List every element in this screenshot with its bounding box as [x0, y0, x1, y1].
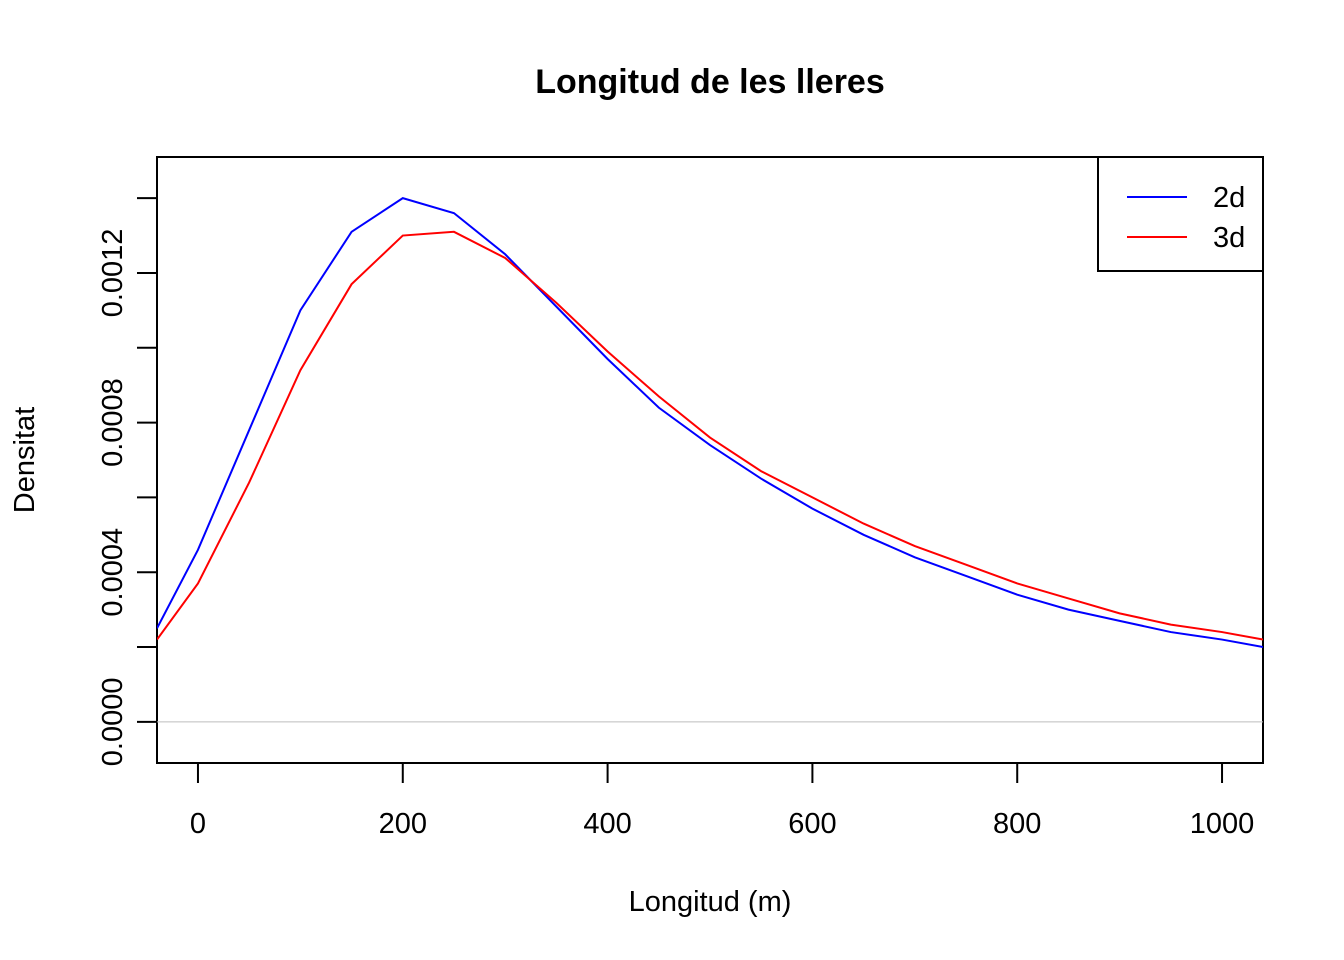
x-tick-label: 1000 — [1190, 808, 1255, 840]
plot-frame — [156, 156, 1264, 764]
legend-label-2d: 2d — [1213, 182, 1245, 214]
series-group — [157, 197, 1263, 649]
x-tick-label: 0 — [190, 808, 206, 840]
x-tick-label: 400 — [583, 808, 631, 840]
y-tick-label: 0.0004 — [97, 528, 129, 617]
series-line-3d — [157, 230, 1263, 641]
x-axis: 0 200 400 600 800 1000 — [190, 763, 1254, 840]
y-tick-label: 0.0008 — [97, 378, 129, 467]
y-axis: 0.0000 0.0004 0.0008 0.0012 — [97, 197, 157, 767]
legend-label-3d: 3d — [1213, 222, 1245, 254]
x-tick-label: 600 — [788, 808, 836, 840]
x-axis-label: Longitud (m) — [629, 886, 792, 918]
series-line-2d — [157, 197, 1263, 649]
y-tick-label: 0.0012 — [97, 229, 129, 318]
y-tick-label: 0.0000 — [97, 678, 129, 767]
legend-box — [1097, 156, 1264, 272]
x-tick-label: 200 — [379, 808, 427, 840]
x-tick-label: 800 — [993, 808, 1041, 840]
chart-title: Longitud de les lleres — [535, 63, 885, 101]
y-axis-label: Densitat — [9, 407, 41, 513]
